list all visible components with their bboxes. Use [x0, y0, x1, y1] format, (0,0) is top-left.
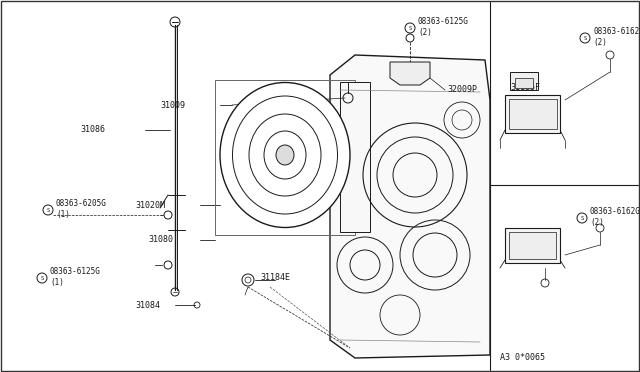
Text: (2): (2): [593, 38, 607, 46]
Bar: [340, 82, 370, 232]
Text: 31037: 31037: [514, 246, 539, 254]
Text: (1): (1): [56, 209, 70, 218]
Text: S: S: [40, 276, 44, 280]
Text: 08363-6162G: 08363-6162G: [590, 208, 640, 217]
Text: 08363-6125G: 08363-6125G: [50, 267, 101, 276]
Text: 31086: 31086: [80, 125, 105, 135]
Bar: [505, 228, 560, 263]
Text: 31009: 31009: [160, 100, 185, 109]
Text: 31080: 31080: [148, 235, 173, 244]
Bar: [510, 72, 538, 90]
Bar: [505, 95, 560, 133]
Text: (1): (1): [50, 278, 64, 286]
Text: 32009P: 32009P: [447, 86, 477, 94]
Text: S: S: [46, 208, 50, 212]
Ellipse shape: [220, 83, 350, 228]
Text: S: S: [580, 215, 584, 221]
Text: 31185F: 31185F: [510, 83, 540, 93]
Text: 08363-6125G: 08363-6125G: [418, 17, 469, 26]
Text: 31036: 31036: [514, 115, 539, 125]
Ellipse shape: [264, 131, 306, 179]
Text: S: S: [408, 26, 412, 31]
Ellipse shape: [249, 114, 321, 196]
Text: A3 0*0065: A3 0*0065: [500, 353, 545, 362]
Bar: [509, 99, 557, 129]
Polygon shape: [330, 55, 490, 358]
Text: 08363-6162G: 08363-6162G: [593, 28, 640, 36]
Bar: [515, 78, 533, 88]
Text: S: S: [584, 35, 587, 41]
Text: (2): (2): [418, 28, 432, 36]
Text: (2): (2): [590, 218, 604, 227]
Ellipse shape: [232, 96, 337, 214]
Text: 08363-6205G: 08363-6205G: [56, 199, 107, 208]
Text: 31020M: 31020M: [135, 201, 165, 209]
Ellipse shape: [276, 145, 294, 165]
Text: 31184E: 31184E: [260, 273, 290, 282]
Bar: [509, 232, 556, 259]
Text: 31084: 31084: [135, 301, 160, 310]
Polygon shape: [390, 62, 430, 85]
